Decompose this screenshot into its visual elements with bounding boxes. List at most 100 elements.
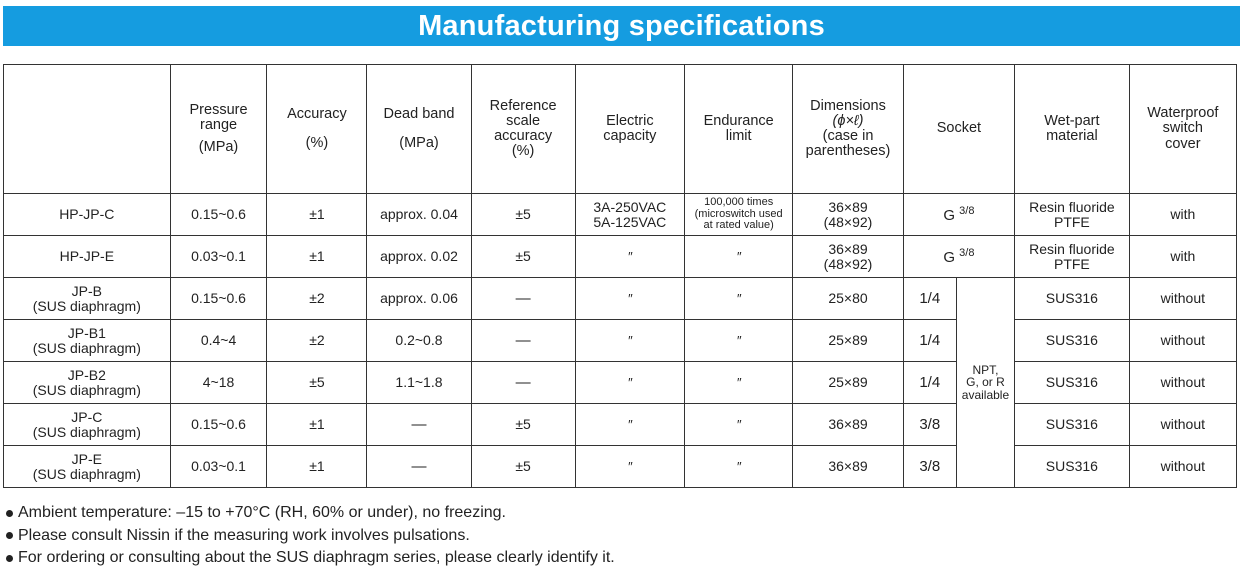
- note-item: Ambient temperature: –15 to +70°C (RH, 6…: [5, 502, 615, 525]
- ref-accuracy-cell: ±5: [470, 235, 576, 278]
- cover-cell: without: [1128, 361, 1238, 404]
- deadband-cell: approx. 0.02: [366, 235, 472, 278]
- wetpart-cell: SUS316: [1014, 277, 1130, 320]
- wetpart-cell: SUS316: [1014, 361, 1130, 404]
- endurance-cell: ″: [684, 403, 794, 446]
- pressure-cell: 0.03~0.1: [169, 445, 268, 488]
- header-dimensions: Dimensions (ϕ×ℓ) (case in parentheses): [792, 64, 904, 194]
- table-row: JP-B (SUS diaphragm) 0.15~0.6 ±2 approx. …: [3, 277, 1238, 488]
- header-endurance-limit: Endurance limit: [684, 64, 794, 194]
- socket-size-cell: 1/4: [902, 361, 957, 404]
- model-cell: JP-E (SUS diaphragm): [3, 445, 171, 488]
- endurance-cell: ″: [684, 445, 794, 488]
- endurance-cell: 100,000 times (microswitch used at rated v…: [684, 193, 794, 236]
- accuracy-cell: ±5: [266, 361, 368, 404]
- electric-cell: ″: [574, 319, 686, 362]
- dimensions-cell: 25×89: [792, 319, 904, 362]
- deadband-cell: —: [366, 445, 472, 488]
- cover-cell: with: [1128, 235, 1238, 278]
- deadband-cell: —: [366, 403, 472, 446]
- accuracy-cell: ±1: [266, 445, 368, 488]
- dimensions-cell: 36×89 (48×92): [792, 193, 904, 236]
- header-waterproof-switch-cover: Waterproof switch cover: [1128, 64, 1238, 194]
- socket-fraction: 3/8: [959, 204, 975, 217]
- ref-accuracy-cell: —: [470, 319, 576, 362]
- cover-cell: without: [1128, 319, 1238, 362]
- table-row: JP-C (SUS diaphragm) 0.15~0.6 ±1 — ±5 ″ ″…: [3, 403, 1238, 446]
- ref-accuracy-cell: ±5: [470, 403, 576, 446]
- table-header-row: Pressure range (MPa) Accuracy (%) Dead band…: [3, 64, 1238, 194]
- socket-size-cell: 1/4: [902, 319, 957, 362]
- table-row: HP-JP-E 0.03~0.1 ±1 approx. 0.02 ±5 ″ ″ …: [3, 235, 1238, 278]
- ref-accuracy-cell: ±5: [470, 193, 576, 236]
- bullet-icon: [6, 532, 13, 540]
- electric-cell: ″: [574, 235, 686, 278]
- ref-accuracy-cell: —: [470, 277, 576, 320]
- model-cell: JP-B2 (SUS diaphragm): [3, 361, 171, 404]
- header-wet-part-material: Wet-part material: [1014, 64, 1130, 194]
- endurance-cell: ″: [684, 277, 794, 320]
- header-dead-band: Dead band (MPa): [366, 64, 472, 194]
- endurance-cell: ″: [684, 319, 794, 362]
- model-cell: HP-JP-E: [3, 235, 171, 278]
- pressure-cell: 0.15~0.6: [169, 403, 268, 446]
- title-banner: Manufacturing specifications: [3, 6, 1240, 46]
- ref-accuracy-cell: —: [470, 361, 576, 404]
- header-accuracy: Accuracy (%): [266, 64, 368, 194]
- electric-cell: ″: [574, 445, 686, 488]
- deadband-cell: 1.1~1.8: [366, 361, 472, 404]
- wetpart-cell: SUS316: [1014, 445, 1130, 488]
- note-item: For ordering or consulting about the SUS…: [5, 547, 615, 570]
- deadband-cell: 0.2~0.8: [366, 319, 472, 362]
- page-title: Manufacturing specifications: [418, 9, 825, 42]
- dimensions-cell: 25×80: [792, 277, 904, 320]
- header-socket: Socket: [902, 64, 1016, 194]
- pressure-cell: 0.15~0.6: [169, 193, 268, 236]
- dimensions-cell: 36×89: [792, 445, 904, 488]
- accuracy-cell: ±2: [266, 319, 368, 362]
- pressure-cell: 4~18: [169, 361, 268, 404]
- table-row: JP-B1 (SUS diaphragm) 0.4~4 ±2 0.2~0.8 — …: [3, 319, 1238, 362]
- cover-cell: without: [1128, 403, 1238, 446]
- header-reference-scale-accuracy: Reference scale accuracy (%): [470, 64, 576, 194]
- socket-size-cell: 1/4: [902, 277, 957, 320]
- spec-table: Pressure range (MPa) Accuracy (%) Dead band…: [3, 64, 1238, 488]
- wetpart-cell: Resin fluoride PTFE: [1014, 193, 1130, 236]
- notes-list: Ambient temperature: –15 to +70°C (RH, 6…: [5, 502, 615, 570]
- electric-cell: ″: [574, 361, 686, 404]
- model-cell: JP-B (SUS diaphragm): [3, 277, 171, 320]
- accuracy-cell: ±1: [266, 403, 368, 446]
- wetpart-cell: Resin fluoride PTFE: [1014, 235, 1130, 278]
- accuracy-cell: ±2: [266, 277, 368, 320]
- socket-size-cell: 3/8: [902, 403, 957, 446]
- socket-cell: G 3/8: [902, 235, 1016, 278]
- ref-accuracy-cell: ±5: [470, 445, 576, 488]
- model-cell: JP-C (SUS diaphragm): [3, 403, 171, 446]
- header-pressure-range: Pressure range (MPa): [169, 64, 268, 194]
- bullet-icon: [6, 509, 13, 517]
- dimensions-cell: 25×89: [792, 361, 904, 404]
- header-corner-cell: [3, 64, 171, 194]
- socket-cell: G 3/8: [902, 193, 1016, 236]
- socket-size-cell: 3/8: [902, 445, 957, 488]
- electric-cell: ″: [574, 403, 686, 446]
- socket-fraction: 3/8: [959, 246, 975, 259]
- model-cell: JP-B1 (SUS diaphragm): [3, 319, 171, 362]
- electric-cell: ″: [574, 277, 686, 320]
- cover-cell: with: [1128, 193, 1238, 236]
- cover-cell: without: [1128, 277, 1238, 320]
- dimensions-cell: 36×89 (48×92): [792, 235, 904, 278]
- header-electric-capacity: Electric capacity: [574, 64, 686, 194]
- endurance-cell: ″: [684, 235, 794, 278]
- accuracy-cell: ±1: [266, 235, 368, 278]
- deadband-cell: approx. 0.04: [366, 193, 472, 236]
- deadband-cell: approx. 0.06: [366, 277, 472, 320]
- table-row: JP-E (SUS diaphragm) 0.03~0.1 ±1 — ±5 ″ ″…: [3, 445, 1238, 488]
- dimensions-cell: 36×89: [792, 403, 904, 446]
- cover-cell: without: [1128, 445, 1238, 488]
- note-item: Please consult Nissin if the measuring w…: [5, 525, 615, 548]
- table-row: HP-JP-C 0.15~0.6 ±1 approx. 0.04 ±5 3A-2…: [3, 193, 1238, 236]
- pressure-cell: 0.03~0.1: [169, 235, 268, 278]
- model-cell: HP-JP-C: [3, 193, 171, 236]
